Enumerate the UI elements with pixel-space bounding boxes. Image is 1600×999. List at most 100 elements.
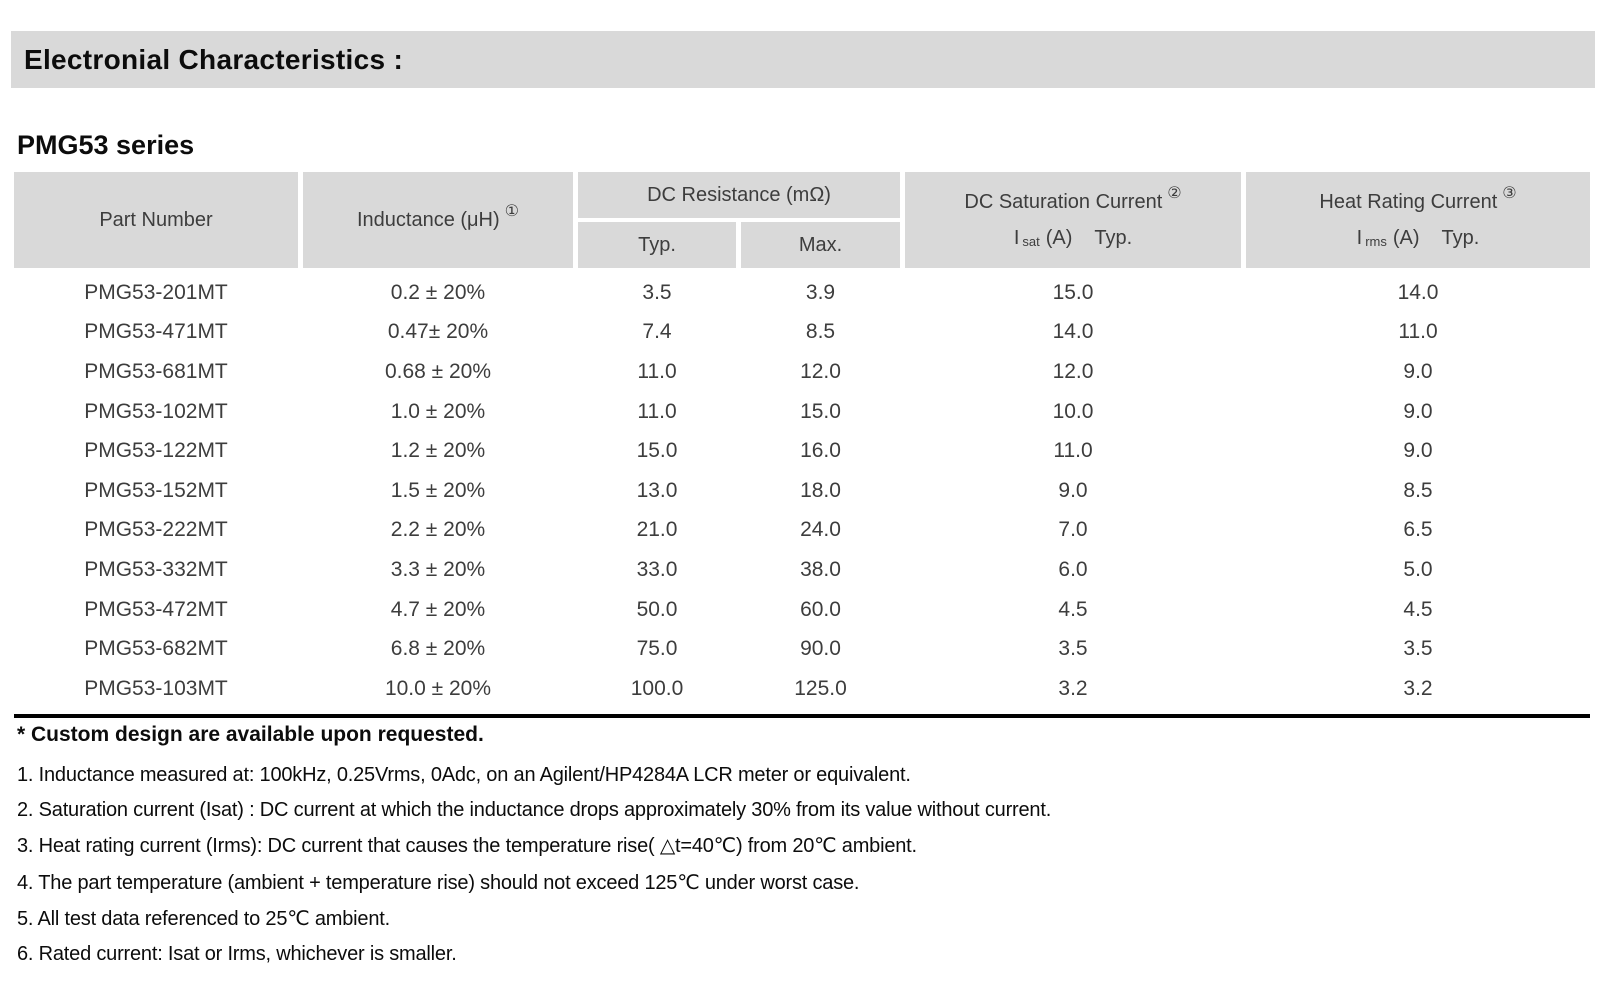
cell-irms-typ: 9.0 (1403, 439, 1433, 463)
cell-irms-typ: 14.0 (1397, 280, 1439, 304)
irms-subscript: rms (1365, 233, 1387, 249)
cell-isat-typ: 4.5 (1058, 597, 1088, 621)
col-header-part-number: Part Number (14, 172, 298, 268)
dc-resistance-subheaders: Typ. Max. (578, 222, 900, 268)
table-row: PMG53-201MT 0.2 ± 20% 3.5 3.9 15.0 14.0 (14, 273, 1590, 313)
cell-part-number: PMG53-122MT (84, 439, 228, 463)
cell-isat-typ: 3.2 (1058, 676, 1088, 700)
cell-inductance: 6.8 ± 20% (390, 637, 486, 661)
cell-irms-typ: 11.0 (1398, 320, 1438, 344)
note-ref-2: ② (1167, 185, 1182, 202)
cell-inductance: 0.47± 20% (387, 320, 489, 344)
saturation-label: DC Saturation Current (964, 190, 1163, 213)
note-1: 1. Inductance measured at: 100kHz, 0.25V… (17, 764, 911, 786)
isat-unit: (A) (1045, 226, 1073, 249)
cell-dcr-max: 38.0 (800, 557, 841, 581)
cell-isat-typ: 11.0 (1053, 439, 1093, 463)
cell-part-number: PMG53-103MT (84, 676, 228, 700)
cell-dcr-typ: 33.0 (636, 557, 678, 581)
irms-symbol: I (1356, 226, 1363, 249)
cell-irms-typ: 5.0 (1403, 557, 1433, 581)
table-row: PMG53-681MT 0.68 ± 20% 11.0 12.0 12.0 9.0 (14, 352, 1590, 392)
table-row: PMG53-682MT 6.8 ± 20% 75.0 90.0 3.5 3.5 (14, 629, 1590, 669)
cell-dcr-typ: 3.5 (642, 280, 672, 304)
cell-irms-typ: 8.5 (1403, 478, 1433, 502)
note-6: 6. Rated current: Isat or Irms, whicheve… (17, 942, 457, 965)
series-title: PMG53 series (17, 130, 195, 160)
section-header-band: Electronial Characteristics : (11, 31, 1595, 88)
cell-part-number: PMG53-222MT (84, 518, 228, 542)
cell-dcr-typ: 75.0 (636, 637, 678, 661)
characteristics-table: Part Number Inductance (μH) ① DC Resistan… (14, 172, 1590, 718)
note-4: 4. The part temperature (ambient + tempe… (17, 871, 860, 894)
cell-dcr-typ: 100.0 (630, 676, 684, 700)
cell-isat-typ: 3.5 (1058, 637, 1088, 661)
cell-irms-typ: 9.0 (1403, 359, 1433, 383)
cell-dcr-max: 15.0 (800, 399, 841, 423)
cell-dcr-max: 8.5 (805, 320, 836, 344)
cell-isat-typ: 9.0 (1058, 478, 1088, 502)
cell-dcr-max: 60.0 (800, 597, 841, 621)
table-body: PMG53-201MT 0.2 ± 20% 3.5 3.9 15.0 14.0 PMG53-… (14, 273, 1590, 709)
cell-dcr-typ: 7.4 (642, 320, 672, 344)
table-row: PMG53-472MT 4.7 ± 20% 50.0 60.0 4.5 4.5 (14, 590, 1590, 630)
note-ref-3: ③ (1502, 185, 1517, 202)
table-row: PMG53-332MT 3.3 ± 20% 33.0 38.0 6.0 5.0 (14, 550, 1590, 590)
col-header-dcr-typ: Typ. (578, 222, 736, 268)
note-2: 2. Saturation current (Isat) : DC curren… (17, 798, 1052, 821)
cell-isat-typ: 12.0 (1052, 359, 1094, 383)
cell-dcr-max: 125.0 (794, 676, 847, 700)
cell-isat-typ: 6.0 (1058, 557, 1088, 581)
cell-dcr-typ: 50.0 (636, 597, 678, 621)
cell-irms-typ: 4.5 (1403, 597, 1433, 621)
cell-dcr-max: 24.0 (800, 518, 841, 542)
cell-dcr-typ: 21.0 (636, 518, 678, 542)
cell-inductance: 3.3 ± 20% (390, 557, 486, 581)
cell-part-number: PMG53-471MT (84, 320, 228, 344)
cell-part-number: PMG53-332MT (84, 557, 228, 581)
cell-inductance: 4.7 ± 20% (390, 597, 486, 621)
table-row: PMG53-152MT 1.5 ± 20% 13.0 18.0 9.0 8.5 (14, 471, 1590, 511)
cell-dcr-max: 3.9 (805, 280, 836, 304)
table-bottom-rule (14, 713, 1590, 718)
note-3: 3. Heat rating current (Irms): DC curren… (17, 835, 917, 857)
section-header-title: Electronial Characteristics : (24, 43, 404, 75)
note-5: 5. All test data referenced to 25℃ ambie… (17, 908, 390, 930)
cell-inductance: 1.2 ± 20% (390, 439, 486, 463)
table-header: Part Number Inductance (μH) ① DC Resistan… (14, 172, 1590, 268)
table-row: PMG53-222MT 2.2 ± 20% 21.0 24.0 7.0 6.5 (14, 511, 1590, 551)
notes-section: * Custom design are available upon reque… (17, 723, 1577, 977)
cell-part-number: PMG53-472MT (84, 597, 228, 621)
col-header-dcr-max: Max. (741, 222, 900, 268)
table-row: PMG53-102MT 1.0 ± 20% 11.0 15.0 10.0 9.0 (14, 392, 1590, 432)
isat-symbol: I (1013, 226, 1020, 249)
cell-dcr-max: 16.0 (800, 439, 841, 463)
cell-dcr-max: 18.0 (800, 478, 841, 502)
cell-isat-typ: 14.0 (1052, 320, 1094, 344)
cell-dcr-max: 12.0 (800, 359, 841, 383)
cell-part-number: PMG53-682MT (84, 637, 228, 661)
cell-inductance: 0.68 ± 20% (384, 359, 492, 383)
irms-typ: Typ. (1441, 226, 1480, 249)
cell-irms-typ: 9.0 (1403, 399, 1433, 423)
cell-dcr-typ: 15.0 (636, 439, 678, 463)
isat-typ: Typ. (1094, 226, 1133, 249)
custom-design-note: * Custom design are available upon reque… (17, 723, 484, 746)
isat-subscript: sat (1022, 233, 1040, 249)
cell-irms-typ: 6.5 (1403, 518, 1433, 542)
table-row: PMG53-471MT 0.47± 20% 7.4 8.5 14.0 11.0 (14, 313, 1590, 353)
cell-dcr-max: 90.0 (800, 637, 841, 661)
cell-part-number: PMG53-102MT (84, 399, 228, 423)
cell-inductance: 1.5 ± 20% (390, 478, 486, 502)
cell-isat-typ: 7.0 (1058, 518, 1088, 542)
cell-irms-typ: 3.2 (1403, 676, 1433, 700)
table-row: PMG53-122MT 1.2 ± 20% 15.0 16.0 11.0 9.0 (14, 431, 1590, 471)
cell-part-number: PMG53-201MT (84, 280, 228, 304)
irms-unit: (A) (1392, 226, 1420, 249)
cell-dcr-typ: 11.0 (637, 399, 677, 423)
cell-isat-typ: 10.0 (1052, 399, 1094, 423)
